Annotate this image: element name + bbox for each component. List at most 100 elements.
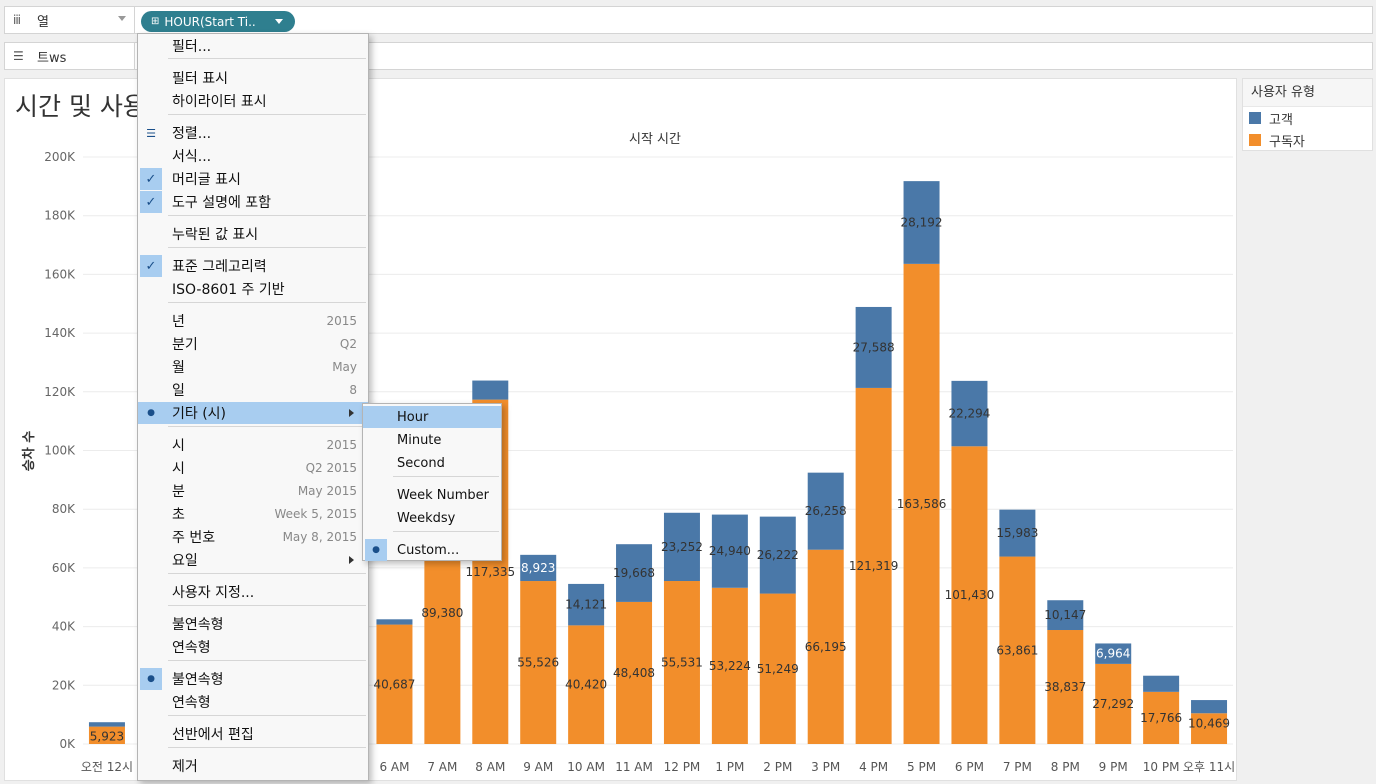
bar-chart: 0K 20K 40K 60K 80K 100K 120K 140K 160K 180K 200K 시작…: [21, 132, 1235, 774]
data-label-customer: 24,940: [709, 544, 751, 558]
rows-icon: ☰: [13, 49, 24, 63]
menu-item-3[interactable]: ☰ 정렬...: [138, 122, 368, 144]
menu-item-label: 필터...: [172, 39, 212, 55]
bar-subscriber: [903, 263, 940, 744]
x-tick-label: 오후 11시: [1183, 760, 1235, 774]
bar-customer: [472, 380, 509, 400]
submenu-item-5[interactable]: ● Custom...: [363, 539, 501, 561]
data-label-subscriber: 53,224: [709, 659, 751, 673]
menu-item-6[interactable]: ✓ 도구 설명에 포함: [138, 191, 368, 213]
data-label-subscriber: 48,408: [613, 666, 655, 680]
menu-item-label: 머리글 표시: [172, 172, 241, 188]
menu-item-8[interactable]: ✓ 표준 그레고리력: [138, 255, 368, 277]
legend-item-subscriber[interactable]: 구독자: [1243, 129, 1372, 151]
menu-item-5[interactable]: ✓ 머리글 표시: [138, 168, 368, 190]
submenu-item-4[interactable]: Weekdsy: [363, 507, 501, 529]
menu-item-27[interactable]: 제거: [138, 755, 368, 777]
bar-customer: [520, 554, 557, 582]
submenu-item-2[interactable]: Second: [363, 452, 501, 474]
menu-item-label: 월: [172, 360, 185, 376]
data-label-customer: 15,983: [996, 526, 1038, 540]
menu-item-15[interactable]: 시 2015: [138, 434, 368, 456]
menu-item-17[interactable]: 분 May 2015: [138, 480, 368, 502]
sort-icon: ☰: [146, 126, 156, 140]
menu-separator: [393, 531, 499, 532]
menu-item-1[interactable]: 필터 표시: [138, 67, 368, 89]
columns-shelf-text: 열: [37, 14, 49, 30]
data-label-subscriber: 55,531: [661, 656, 703, 670]
menu-item-label: 불연속형: [172, 672, 224, 688]
date-part-submenu: Hour Minute Second Week Number Weekdsy ● Custo…: [362, 403, 502, 561]
menu-item-4[interactable]: 서식...: [138, 145, 368, 167]
chevron-down-icon[interactable]: [118, 16, 126, 21]
menu-item-label: 필터 표시: [172, 71, 228, 87]
menu-item-20[interactable]: 요일: [138, 549, 368, 571]
x-tick-label: 3 PM: [811, 760, 840, 774]
menu-item-label: 년: [172, 314, 185, 330]
submenu-item-label: Minute: [397, 432, 442, 448]
columns-shelf[interactable]: iii 열 ⊞ HOUR(Start Ti..: [4, 6, 1373, 34]
menu-item-label: 불연속형: [172, 617, 224, 633]
bar-customer: [616, 544, 653, 602]
data-label-subscriber: 38,837: [1044, 680, 1086, 694]
x-tick-label: 8 AM: [475, 760, 505, 774]
y-tick-label: 60K: [52, 561, 76, 575]
data-label-subscriber: 5,923: [90, 730, 124, 744]
menu-item-label: 정렬...: [172, 126, 212, 142]
menu-item-26[interactable]: 선반에서 편집: [138, 723, 368, 745]
menu-item-11[interactable]: 분기 Q2: [138, 333, 368, 355]
pill-dropdown-icon[interactable]: [275, 19, 283, 24]
menu-item-0[interactable]: 필터...: [138, 35, 368, 57]
legend-item-customer[interactable]: 고객: [1243, 107, 1372, 129]
menu-separator: [168, 747, 366, 748]
menu-item-label: ISO-8601 주 기반: [172, 282, 285, 298]
data-label-subscriber: 66,195: [805, 640, 847, 654]
x-tick-label: 4 PM: [859, 760, 888, 774]
pill-label: HOUR(Start Ti..: [164, 14, 256, 29]
bar-customer: [1143, 675, 1180, 692]
menu-item-19[interactable]: 주 번호 May 8, 2015: [138, 526, 368, 548]
menu-item-23[interactable]: 연속형: [138, 636, 368, 658]
data-label-subscriber: 63,861: [996, 643, 1038, 657]
menu-item-10[interactable]: 년 2015: [138, 310, 368, 332]
bar-customer: [88, 722, 125, 727]
menu-separator: [168, 715, 366, 716]
menu-item-hint: May: [332, 360, 357, 374]
menu-item-14[interactable]: ● 기타 (시): [138, 402, 368, 424]
y-tick-label: 100K: [44, 444, 76, 458]
submenu-item-label: Weekdsy: [397, 510, 456, 526]
menu-item-25[interactable]: 연속형: [138, 691, 368, 713]
data-label-subscriber: 163,586: [897, 497, 947, 511]
menu-item-7[interactable]: 누락된 값 표시: [138, 223, 368, 245]
menu-item-9[interactable]: ISO-8601 주 기반: [138, 278, 368, 300]
menu-item-2[interactable]: 하이라이터 표시: [138, 90, 368, 112]
bar-customer: [855, 306, 892, 388]
chart-subtitle: 시작 시간: [629, 132, 681, 147]
data-label-subscriber: 10,469: [1188, 716, 1230, 730]
data-label-customer: 19,668: [613, 566, 655, 580]
menu-item-24[interactable]: ● 불연속형: [138, 668, 368, 690]
data-label-customer: 26,222: [757, 548, 799, 562]
menu-separator: [168, 58, 366, 59]
menu-item-16[interactable]: 시 Q2 2015: [138, 457, 368, 479]
bar-customer: [568, 583, 605, 626]
menu-separator: [168, 573, 366, 574]
submenu-item-0[interactable]: Hour: [363, 406, 501, 428]
radio-bullet-icon: ●: [365, 539, 387, 561]
legend-swatch-customer: [1249, 112, 1261, 124]
menu-item-12[interactable]: 월 May: [138, 356, 368, 378]
bar-subscriber: [855, 387, 892, 744]
submenu-item-label: Week Number: [397, 487, 489, 503]
menu-item-21[interactable]: 사용자 지정...: [138, 581, 368, 603]
bar-customer: [1047, 600, 1084, 631]
bar-customer: [759, 516, 796, 594]
menu-item-22[interactable]: 불연속형: [138, 613, 368, 635]
menu-separator: [168, 302, 366, 303]
submenu-item-3[interactable]: Week Number: [363, 484, 501, 506]
menu-item-18[interactable]: 초 Week 5, 2015: [138, 503, 368, 525]
submenu-item-1[interactable]: Minute: [363, 429, 501, 451]
hour-start-time-pill[interactable]: ⊞ HOUR(Start Ti..: [141, 11, 295, 32]
menu-item-hint: Q2: [339, 337, 357, 351]
